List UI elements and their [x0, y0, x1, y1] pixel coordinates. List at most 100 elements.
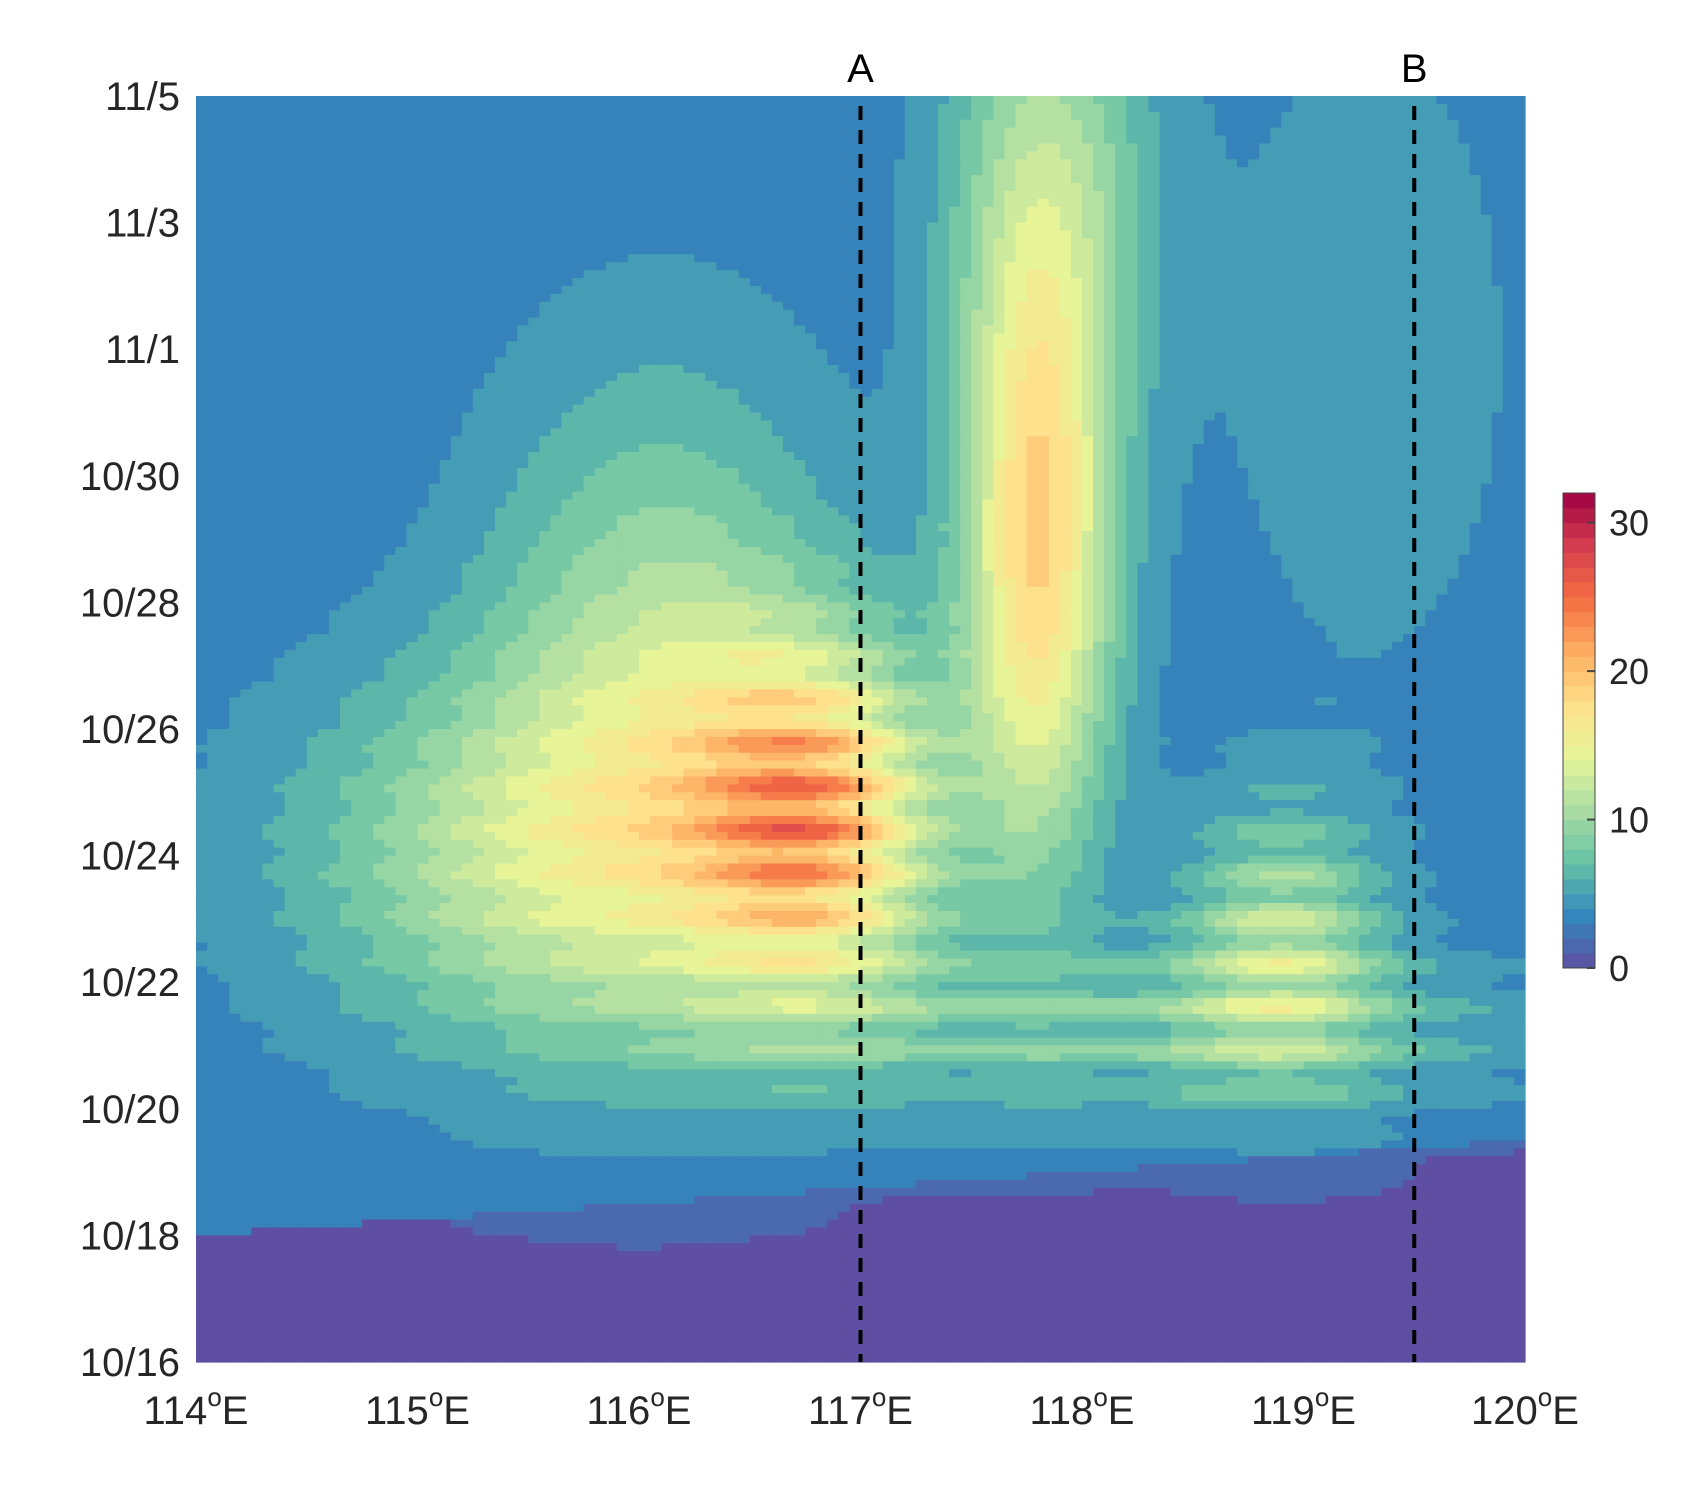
heatmap-cell [1237, 349, 1249, 358]
heatmap-cell [771, 380, 784, 390]
heatmap-cell [616, 404, 629, 414]
heatmap-cell [1237, 214, 1249, 224]
heatmap-cell [1015, 309, 1028, 319]
heatmap-cell [794, 135, 806, 145]
heatmap-cell [1270, 230, 1282, 240]
heatmap-cell [1137, 285, 1150, 295]
heatmap-cell [1037, 301, 1050, 311]
heatmap-cell [871, 404, 884, 414]
heatmap-cell [351, 151, 363, 160]
heatmap-cell [827, 317, 839, 327]
heatmap-cell [1225, 412, 1238, 422]
heatmap-cell [794, 254, 806, 263]
heatmap-cell [1469, 119, 1482, 129]
heatmap-cell [1292, 380, 1305, 390]
heatmap-cell [384, 183, 396, 192]
heatmap-cell [472, 135, 485, 145]
heatmap-cell [550, 246, 563, 255]
heatmap-cell [207, 420, 219, 429]
heatmap-cell [1115, 262, 1127, 271]
heatmap-cell [738, 143, 751, 152]
heatmap-cell [240, 277, 252, 287]
heatmap-cell [572, 238, 585, 247]
heatmap-cell [716, 412, 729, 422]
heatmap-cell [661, 277, 673, 287]
heatmap-cell [738, 254, 751, 263]
heatmap-cell [362, 357, 374, 366]
heatmap-cell [240, 341, 252, 350]
heatmap-cell [1270, 372, 1282, 382]
heatmap-cell [860, 412, 873, 422]
heatmap-cell [1325, 396, 1338, 406]
heatmap-cell [428, 420, 441, 429]
heatmap-cell [1181, 190, 1194, 200]
heatmap-cell [1192, 214, 1205, 224]
heatmap-cell [838, 119, 851, 129]
heatmap-cell [306, 230, 319, 240]
heatmap-cell [1292, 198, 1305, 208]
heatmap-cell [1314, 167, 1327, 176]
heatmap-cell [1392, 222, 1404, 232]
heatmap-cell [1070, 135, 1083, 145]
heatmap-cell [805, 198, 817, 208]
heatmap-cell [273, 372, 286, 382]
heatmap-cell [849, 143, 862, 152]
heatmap-cell [1491, 357, 1504, 366]
heatmap-cell [738, 396, 751, 406]
heatmap-cell [240, 412, 252, 422]
heatmap-cell [1259, 198, 1271, 208]
heatmap-cell [1347, 325, 1360, 334]
heatmap-cell [1480, 412, 1493, 422]
heatmap-cell [1369, 111, 1382, 121]
heatmap-cell [362, 103, 374, 113]
heatmap-cell [926, 309, 939, 319]
heatmap-cell [960, 198, 972, 208]
heatmap-cell [860, 246, 873, 255]
heatmap-cell [727, 159, 740, 168]
heatmap-cell [1170, 135, 1183, 145]
heatmap-cell [1181, 293, 1194, 303]
heatmap-cell [805, 309, 817, 319]
heatmap-cell [1491, 317, 1504, 327]
heatmap-cell [1203, 372, 1216, 382]
heatmap-cell [1425, 119, 1437, 129]
heatmap-cell [1192, 333, 1205, 342]
heatmap-cell [240, 262, 252, 271]
heatmap-cell [1325, 317, 1338, 327]
heatmap-cell [1292, 111, 1305, 121]
heatmap-cell [1048, 357, 1061, 366]
heatmap-cell [1059, 365, 1072, 374]
heatmap-cell [395, 365, 408, 374]
heatmap-cell [938, 143, 950, 152]
heatmap-cell [1004, 167, 1017, 176]
heatmap-cell [406, 309, 419, 319]
heatmap-cell [1104, 111, 1116, 121]
heatmap-cell [384, 277, 396, 287]
heatmap-cell [1425, 317, 1437, 327]
heatmap-cell [771, 365, 784, 374]
heatmap-cell [417, 96, 430, 105]
heatmap-cell [882, 349, 895, 358]
heatmap-cell [1458, 214, 1471, 224]
heatmap-cell [1104, 119, 1116, 129]
heatmap-cell [306, 143, 319, 152]
heatmap-cell [561, 246, 574, 255]
heatmap-cell [306, 119, 319, 129]
heatmap-cell [362, 325, 374, 334]
heatmap-cell [483, 119, 496, 129]
heatmap-cell [1026, 119, 1039, 129]
heatmap-cell [982, 380, 994, 390]
heatmap-cell [583, 246, 596, 255]
heatmap-cell [727, 246, 740, 255]
heatmap-cell [328, 333, 341, 342]
heatmap-cell [1513, 190, 1526, 200]
heatmap-cell [1170, 246, 1183, 255]
heatmap-cell [1082, 143, 1094, 152]
heatmap-cell [395, 183, 408, 192]
heatmap-cell [1159, 175, 1172, 184]
heatmap-cell [218, 317, 230, 327]
heatmap-cell [406, 238, 419, 247]
heatmap-cell [661, 388, 673, 398]
heatmap-cell [450, 111, 463, 121]
heatmap-cell [1126, 412, 1138, 422]
